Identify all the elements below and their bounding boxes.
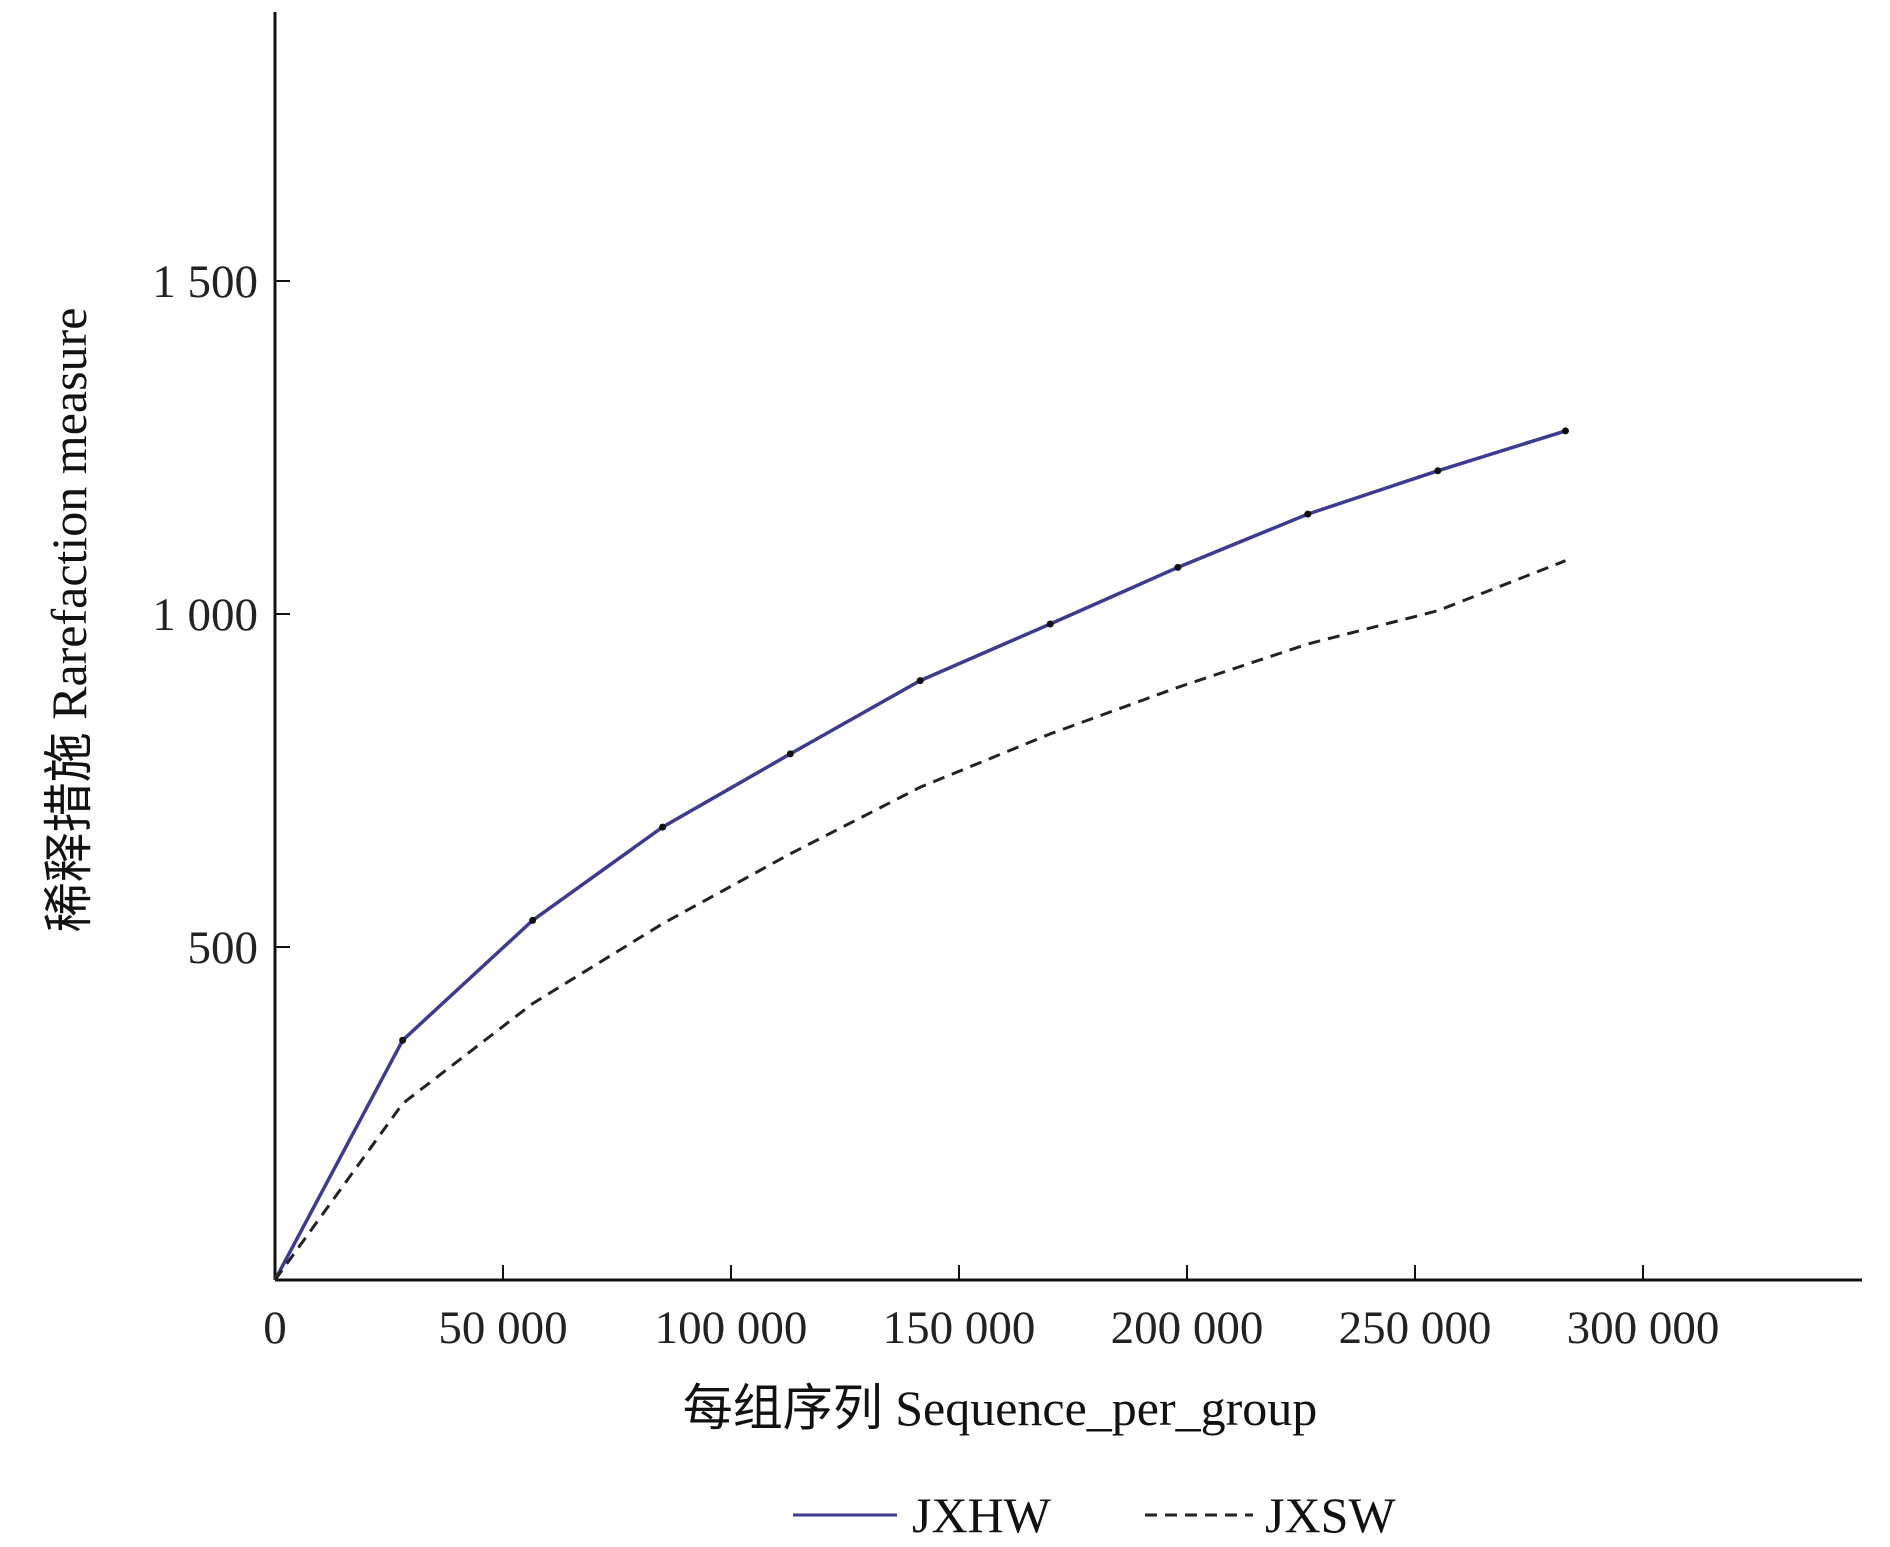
axes <box>273 12 1862 1282</box>
y-ticks: 500 1 000 1 500 <box>152 256 290 974</box>
data-point <box>786 750 794 758</box>
data-point <box>1304 510 1312 518</box>
x-tick-label: 50 000 <box>438 1302 567 1354</box>
series-layer <box>273 427 1569 1281</box>
x-tick-label: 0 <box>263 1302 287 1354</box>
y-tick-label: 1 000 <box>152 589 258 641</box>
data-point <box>916 677 924 685</box>
x-tick-label: 150 000 <box>883 1302 1036 1354</box>
x-tick-label: 200 000 <box>1111 1302 1264 1354</box>
y-tick-label: 500 <box>188 922 259 974</box>
data-point <box>1046 620 1054 628</box>
y-axis-title: 稀释措施 Rarefaction measure <box>41 308 97 933</box>
legend-label-jxsw: JXSW <box>1265 1487 1396 1543</box>
series-line-jxsw <box>273 559 1567 1281</box>
data-point <box>1434 467 1442 475</box>
x-tick-label: 100 000 <box>655 1302 808 1354</box>
data-point <box>659 823 667 831</box>
y-tick-label: 1 500 <box>152 256 258 308</box>
data-point <box>1174 563 1182 571</box>
data-point <box>399 1036 407 1044</box>
legend: JXHW JXSW <box>793 1487 1396 1543</box>
data-point <box>529 916 537 924</box>
x-axis-title: 每组序列 Sequence_per_group <box>683 1380 1318 1436</box>
x-tick-label: 300 000 <box>1567 1302 1720 1354</box>
x-tick-label: 250 000 <box>1339 1302 1492 1354</box>
series-line-jxhw <box>273 429 1567 1281</box>
data-point <box>1561 427 1569 435</box>
x-ticks: 0 50 000 100 000 150 000 200 000 250 000 300 0… <box>263 1265 1719 1354</box>
legend-label-jxhw: JXHW <box>912 1487 1052 1543</box>
